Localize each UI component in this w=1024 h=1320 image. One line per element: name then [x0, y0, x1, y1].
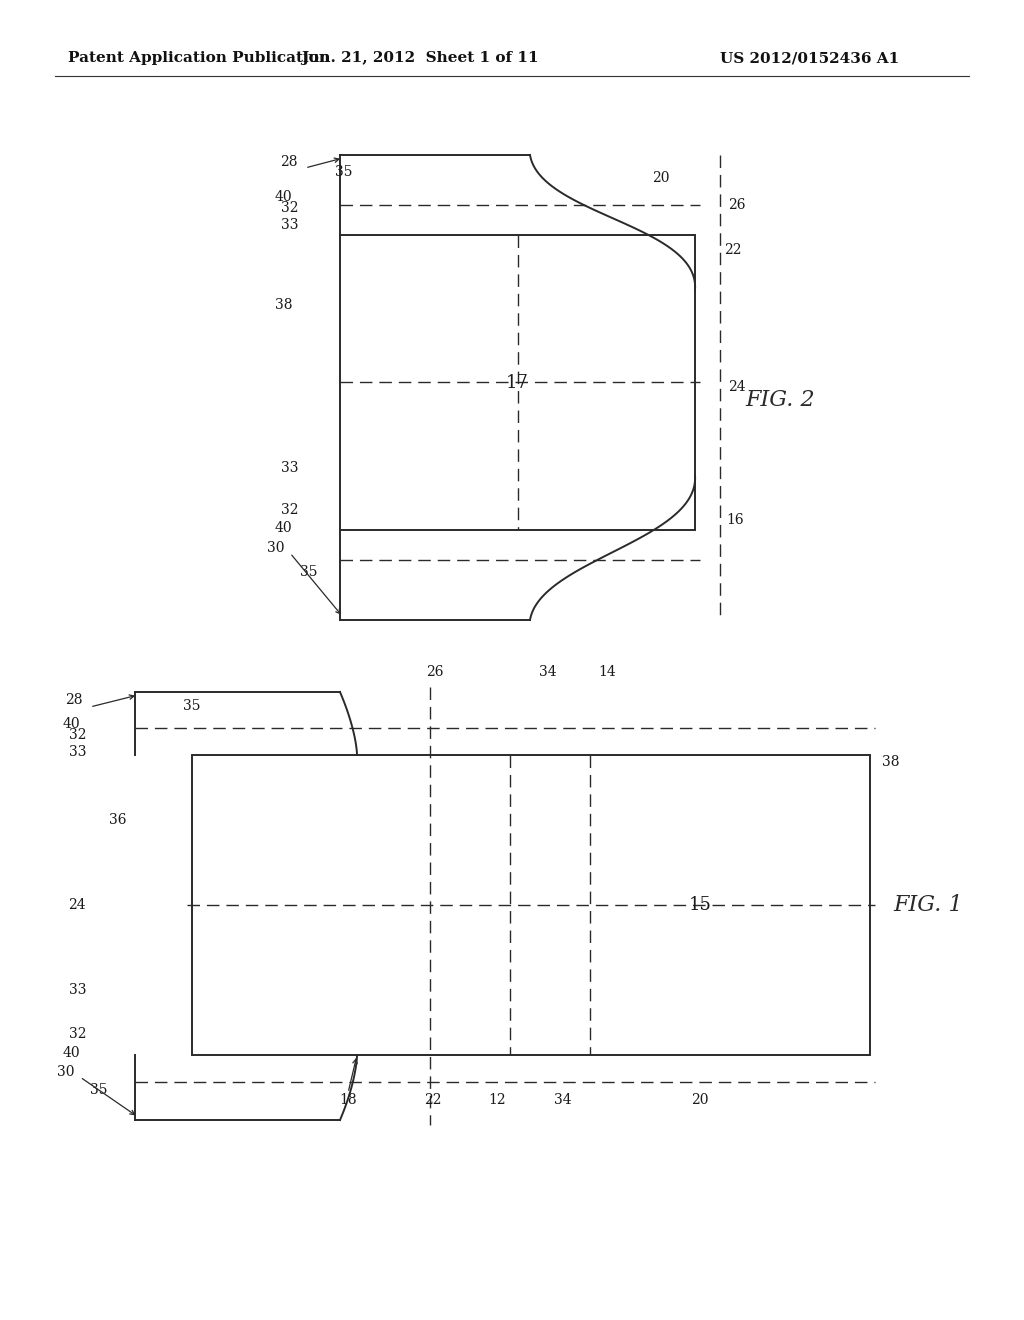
Text: 35: 35 — [335, 165, 352, 180]
Text: FIG. 2: FIG. 2 — [745, 389, 815, 411]
Text: 24: 24 — [69, 898, 86, 912]
Text: US 2012/0152436 A1: US 2012/0152436 A1 — [720, 51, 899, 65]
Text: 20: 20 — [652, 172, 670, 185]
Text: 40: 40 — [62, 1045, 80, 1060]
Text: 40: 40 — [62, 717, 80, 731]
Text: 34: 34 — [540, 665, 557, 678]
Text: 22: 22 — [724, 243, 741, 257]
Text: 30: 30 — [266, 541, 284, 554]
Text: 28: 28 — [66, 693, 83, 708]
Text: 33: 33 — [69, 983, 86, 997]
Text: 35: 35 — [90, 1082, 108, 1097]
Text: 38: 38 — [882, 755, 899, 770]
Text: 32: 32 — [69, 729, 86, 742]
Text: 24: 24 — [728, 380, 745, 393]
Text: 32: 32 — [281, 503, 298, 517]
Text: 22: 22 — [424, 1093, 441, 1107]
Text: 32: 32 — [69, 1027, 86, 1041]
Text: 30: 30 — [56, 1065, 74, 1078]
Text: 33: 33 — [69, 744, 86, 759]
Text: 33: 33 — [281, 461, 298, 475]
Text: 26: 26 — [426, 665, 443, 678]
Text: 38: 38 — [274, 298, 292, 312]
Text: 35: 35 — [300, 565, 317, 579]
Text: 16: 16 — [726, 513, 743, 527]
Text: 28: 28 — [281, 154, 298, 169]
Text: 26: 26 — [728, 198, 745, 213]
Text: 12: 12 — [488, 1093, 506, 1107]
Text: 36: 36 — [109, 813, 126, 828]
Text: FIG. 1: FIG. 1 — [893, 894, 963, 916]
Text: 32: 32 — [281, 201, 298, 215]
Text: 15: 15 — [688, 896, 712, 913]
Text: 40: 40 — [274, 190, 292, 205]
Text: 17: 17 — [506, 374, 529, 392]
Bar — [340, 235, 695, 531]
Text: 35: 35 — [183, 700, 201, 713]
Text: Patent Application Publication: Patent Application Publication — [68, 51, 330, 65]
Text: 33: 33 — [281, 218, 298, 232]
Text: Jun. 21, 2012  Sheet 1 of 11: Jun. 21, 2012 Sheet 1 of 11 — [301, 51, 539, 65]
Text: 34: 34 — [554, 1093, 571, 1107]
Text: 18: 18 — [339, 1093, 356, 1107]
Text: 40: 40 — [274, 521, 292, 535]
Bar — [193, 755, 870, 1055]
Text: 14: 14 — [598, 665, 615, 678]
Text: 20: 20 — [691, 1093, 709, 1107]
